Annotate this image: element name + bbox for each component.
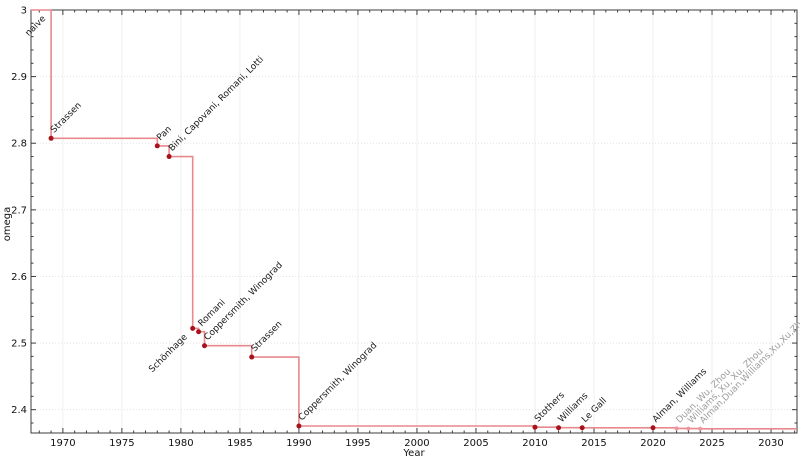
data-point-dot [532,424,538,430]
data-point-label: Pan [155,124,174,143]
x-tick-label: 2000 [404,438,429,449]
data-point-label: Strassen [250,319,285,354]
data-point-dot [556,425,562,431]
x-tick-label: 2030 [758,438,783,449]
y-tick-label: 2.7 [11,205,27,216]
x-tick-label: 2010 [522,438,547,449]
y-axis-title: omega [2,207,13,242]
data-point-dot [686,426,691,431]
x-tick-label: 1985 [227,438,252,449]
x-tick-label: 2015 [581,438,606,449]
data-point-dot [166,154,172,160]
data-point-dot [579,425,585,431]
data-point-label: naive [24,14,49,39]
data-point-label: Williams, Xu, Xu, Zhou [686,347,765,426]
data-point-dot [154,143,160,149]
data-point-dot [48,135,54,141]
data-point-label: Schönhage [147,332,190,375]
x-tick-label: 2020 [640,438,665,449]
data-point-dot [202,343,208,349]
axis-frame [30,9,798,434]
data-point-dot [249,354,255,360]
x-tick-label: 1970 [50,438,75,449]
data-point-label: Alman,Duan,Williams,Xu,Xu,Zhou [698,312,800,426]
x-tick-label: 1975 [109,438,134,449]
data-point-label: Strassen [49,101,84,136]
x-axis-title: Year [402,448,425,459]
data-point-dot [296,423,302,429]
x-tick-label: 2005 [463,438,488,449]
y-tick-label: 2.8 [11,139,27,150]
data-point-dot [674,426,679,431]
y-tick-label: 2.5 [11,339,27,350]
chart-generated-layer: 1970 1975 1980 1985 1990 1995 2000 2005 2010 2015… [11,6,800,450]
y-tick-label: 3 [21,6,27,17]
omega-step-line [31,9,797,430]
data-point-dot [190,325,196,331]
y-tick-label: 2.6 [11,272,27,283]
x-tick-label: 2025 [699,438,724,449]
data-point-label: Bini, Capovani, Romani, Lotti [167,55,266,154]
data-point-dot [698,426,703,431]
x-tick-label: 1995 [345,438,370,449]
y-tick-label: 2.9 [11,72,27,83]
x-tick-label: 1980 [168,438,193,449]
x-tick-label: 1990 [286,438,311,449]
data-point-label: Coppersmith, Winograd [297,341,379,423]
data-point-dot [196,329,202,335]
data-point-dot [650,425,656,431]
y-tick-label: 2.4 [11,405,27,416]
